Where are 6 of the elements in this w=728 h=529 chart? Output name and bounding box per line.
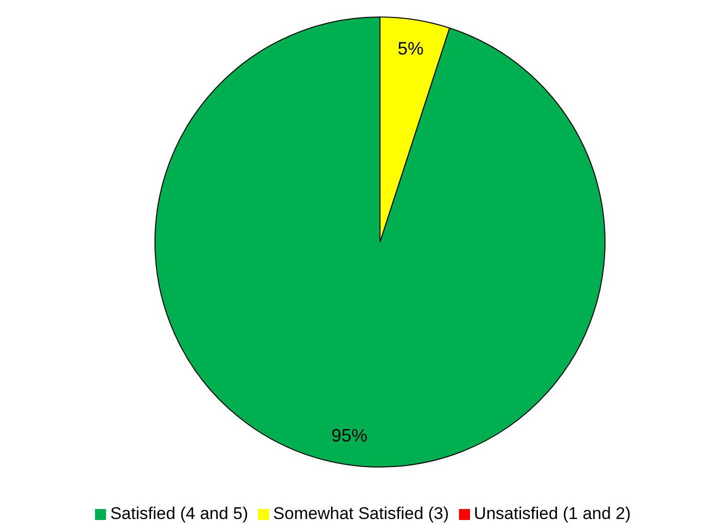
data-label: 95% [331,425,368,446]
legend-label: Unsatisfied (1 and 2) [474,504,631,523]
legend-label: Satisfied (4 and 5) [110,504,248,523]
data-label: 5% [398,38,424,59]
legend-label: Somewhat Satisfied (3) [273,504,449,523]
pie-slice [154,16,606,468]
